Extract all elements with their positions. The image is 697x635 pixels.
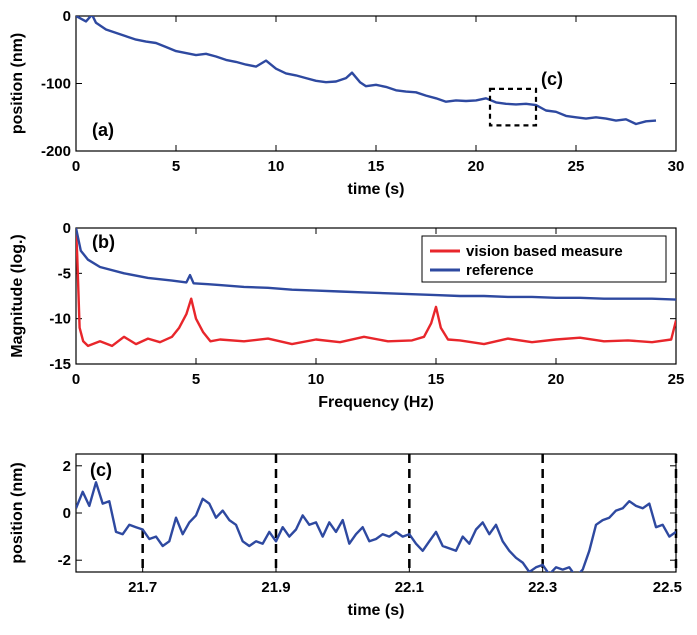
y-axis-label: position (nm) xyxy=(9,462,26,563)
panel-2 xyxy=(75,227,677,365)
y-tick-label: -10 xyxy=(49,311,71,328)
x-tick-label: 22.3 xyxy=(528,579,557,596)
y-tick-label: -200 xyxy=(41,143,71,160)
x-tick-label: 20 xyxy=(468,158,485,175)
series-line-1 xyxy=(76,16,657,126)
plot-frame xyxy=(75,227,677,365)
x-tick-label: 15 xyxy=(368,158,385,175)
x-tick-label: 22.5 xyxy=(653,579,682,596)
x-axis-label: time (s) xyxy=(348,181,405,198)
y-tick-label: 0 xyxy=(63,220,71,237)
plot-frame xyxy=(75,453,677,573)
x-tick-label: 10 xyxy=(308,371,325,388)
legend-label: reference xyxy=(466,262,534,279)
legend-box xyxy=(421,235,667,283)
x-tick-label: 25 xyxy=(668,371,685,388)
panel-label: (c) xyxy=(90,460,112,480)
y-tick-label: 0 xyxy=(63,8,71,25)
x-tick-label: 21.7 xyxy=(128,579,157,596)
x-tick-label: 20 xyxy=(548,371,565,388)
y-tick-label: -15 xyxy=(49,356,71,373)
series-line-1 xyxy=(76,228,676,348)
x-tick-label: 5 xyxy=(172,158,180,175)
panel-3 xyxy=(75,453,678,573)
panel-label: (a) xyxy=(92,120,114,140)
legend-label: vision based measure xyxy=(466,243,623,260)
x-tick-label: 10 xyxy=(268,158,285,175)
y-axis-label: position (nm) xyxy=(9,33,26,134)
x-tick-label: 5 xyxy=(192,371,200,388)
y-tick-label: -2 xyxy=(58,552,71,569)
x-tick-label: 22.1 xyxy=(395,579,424,596)
x-tick-label: 21.9 xyxy=(261,579,290,596)
y-tick-label: 2 xyxy=(63,458,71,475)
panel-label: (b) xyxy=(92,232,115,252)
x-tick-label: 25 xyxy=(568,158,585,175)
y-tick-label: -100 xyxy=(41,76,71,93)
x-tick-label: 30 xyxy=(668,158,685,175)
inset-label: (c) xyxy=(541,69,563,89)
series-line-1 xyxy=(76,481,676,572)
panel-1 xyxy=(75,15,677,152)
x-tick-label: 0 xyxy=(72,371,80,388)
zoom-box xyxy=(488,87,538,127)
series-line-2 xyxy=(76,228,676,301)
x-tick-label: 15 xyxy=(428,371,445,388)
x-axis-label: time (s) xyxy=(348,602,405,619)
plot-frame xyxy=(75,15,677,152)
y-tick-label: -5 xyxy=(58,265,71,282)
y-tick-label: 0 xyxy=(63,505,71,522)
x-axis-label: Frequency (Hz) xyxy=(318,394,434,411)
x-tick-label: 0 xyxy=(72,158,80,175)
y-axis-label: Magnitude (log.) xyxy=(9,234,26,358)
